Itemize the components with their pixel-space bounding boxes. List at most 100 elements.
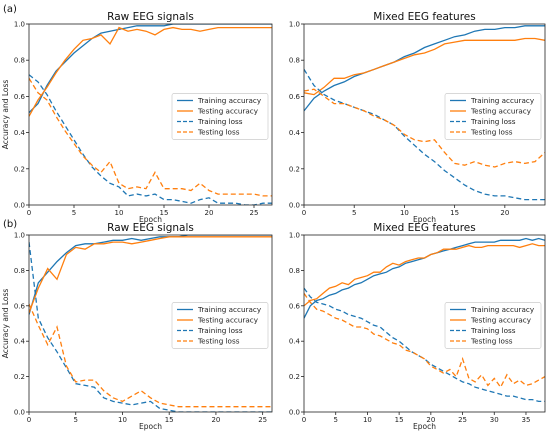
chart-4-ytick-label-1: 0.2 [289, 373, 300, 381]
chart-4-xtick-label-3: 15 [395, 416, 404, 424]
chart-1-xtick-label-0: 0 [27, 209, 31, 217]
chart-3-ytick-label-0: 0.0 [14, 409, 25, 417]
chart-2-xtick-label-1: 5 [352, 209, 356, 217]
chart-3-xtick-label-5: 25 [258, 416, 267, 424]
chart-3-legend-label-3: Training loss [197, 326, 243, 335]
chart-4-frame [303, 234, 546, 413]
chart-1-series-3-line [29, 74, 272, 205]
chart-4-legend-label-1: Training accuracy [470, 305, 535, 314]
chart-4-legend: Training accuracy Testing accuracyTrainin… [444, 302, 542, 349]
chart-2: Mixed EEG features 0 5 10 15 20 0.0 0.2 0.4 0.6 0.… [289, 11, 546, 224]
chart-3-title: Raw EEG signals [107, 222, 194, 234]
chart-1-ytick-label-4: 0.8 [14, 57, 25, 65]
chart-3: Raw EEG signals 0 5 10 15 20 25 0.0 0.2 0.4 0.6 0.8… [1, 222, 273, 431]
chart-1-ytick-label-0: 0.0 [14, 202, 25, 210]
chart-4-ytick-label-3: 0.6 [289, 302, 301, 310]
chart-3-xtick-label-1: 5 [73, 416, 77, 424]
chart-4-xtick-label-7: 35 [522, 416, 531, 424]
chart-2-legend-label-2: Testing accuracy [470, 107, 532, 116]
chart-3-series-1-line [29, 235, 272, 315]
chart-3-xlabel: Epoch [139, 422, 162, 431]
chart-2-series-1-line [304, 25, 545, 112]
row-label-b: (b) [3, 219, 17, 230]
chart-2-ytick-label-1: 0.2 [289, 165, 300, 173]
chart-3-ytick-label-1: 0.2 [14, 373, 25, 381]
chart-2-legend: Training accuracy Testing accuracyTrainin… [444, 93, 542, 140]
chart-3-xtick-label-2: 10 [118, 416, 127, 424]
chart-1-series-2-line [29, 26, 272, 117]
chart-4-ytick-label-4: 0.8 [289, 267, 300, 275]
chart-1-xtick-label-4: 20 [205, 209, 214, 217]
chart-4-series-4-line [304, 293, 545, 389]
chart-4-legend-label-4: Testing loss [470, 337, 513, 346]
chart-3-ytick-label-4: 0.8 [14, 267, 25, 275]
chart-3-series-3-line [29, 242, 272, 412]
chart-2-xtick-label-2: 10 [400, 209, 409, 217]
chart-4-xtick-label-0: 0 [302, 416, 306, 424]
chart-2-ytick-label-5: 1.0 [289, 21, 300, 29]
chart-4-xtick-label-1: 5 [333, 416, 337, 424]
chart-4-xtick-label-4: 20 [426, 416, 435, 424]
chart-2-frame [303, 23, 546, 206]
chart-4-series [304, 237, 545, 403]
chart-1-frame [28, 23, 273, 206]
chart-3-xtick-label-4: 20 [211, 416, 220, 424]
chart-1: Raw EEG signals 0 5 10 15 20 25 0.0 0.2 0.4 0.6 0.8… [1, 11, 273, 224]
chart-2-ytick-label-2: 0.4 [289, 129, 301, 137]
chart-2-series-4-line [304, 88, 545, 168]
chart-2-xtick-label-3: 15 [450, 209, 459, 217]
chart-1-legend: Training accuracy Testing accuracyTrainin… [171, 93, 269, 140]
chart-4-legend-label-2: Testing accuracy [470, 316, 532, 325]
chart-3-ylabel: Accuracy and Loss [1, 289, 10, 359]
chart-2-legend-box [444, 93, 542, 140]
chart-4-legend-label-3: Training loss [470, 326, 516, 335]
chart-1-ytick-label-3: 0.6 [14, 93, 26, 101]
chart-3-xtick-label-0: 0 [27, 416, 31, 424]
chart-3-ytick-label-2: 0.4 [14, 338, 26, 346]
chart-1-legend-label-3: Training loss [197, 117, 243, 126]
chart-3-ytick-label-3: 0.6 [14, 302, 26, 310]
chart-2-ytick-label-0: 0.0 [289, 202, 300, 210]
chart-4-xtick-label-2: 10 [363, 416, 372, 424]
chart-2-ytick-label-3: 0.6 [289, 93, 301, 101]
chart-2-xtick-label-4: 20 [500, 209, 509, 217]
chart-1-ytick-label-2: 0.4 [14, 129, 26, 137]
chart-1-legend-label-4: Testing loss [197, 128, 240, 137]
chart-1-series-1-line [29, 24, 272, 114]
chart-4-series-3-line [304, 287, 545, 403]
chart-1-legend-label-1: Training accuracy [197, 96, 262, 105]
chart-4-xtick-label-5: 25 [458, 416, 467, 424]
chart-4-title: Mixed EEG features [373, 222, 475, 234]
chart-1-ytick-label-5: 1.0 [14, 21, 25, 29]
chart-3-legend-box [171, 302, 269, 349]
chart-4: Mixed EEG features 0 5 10 15 20 25 30 35 0.0 0.2 0.… [289, 222, 546, 431]
chart-4-ytick-label-5: 1.0 [289, 232, 300, 240]
chart-1-ytick-label-1: 0.2 [14, 165, 25, 173]
chart-2-legend-label-4: Testing loss [470, 128, 513, 137]
chart-1-title: Raw EEG signals [107, 11, 194, 23]
chart-2-legend-label-3: Training loss [470, 117, 516, 126]
chart-3-legend-label-4: Testing loss [197, 337, 240, 346]
chart-3-legend-label-1: Training accuracy [197, 305, 262, 314]
chart-1-xtick-label-1: 5 [72, 209, 76, 217]
chart-1-xtick-label-2: 10 [115, 209, 124, 217]
chart-1-xtick-label-5: 25 [250, 209, 259, 217]
chart-4-legend-box [444, 302, 542, 349]
chart-3-series-4-line [29, 303, 272, 408]
chart-3-frame [28, 234, 273, 413]
chart-1-xtick-label-3: 15 [160, 209, 169, 217]
chart-3-legend-label-2: Testing accuracy [197, 316, 259, 325]
chart-2-legend-label-1: Training accuracy [470, 96, 535, 105]
chart-2-series-3-line [304, 68, 545, 201]
chart-4-xtick-label-6: 30 [490, 416, 499, 424]
chart-1-series-4-line [29, 77, 272, 197]
chart-4-xlabel: Epoch [413, 422, 436, 431]
row-label-a: (a) [3, 4, 17, 15]
chart-2-xlabel: Epoch [413, 215, 436, 224]
chart-1-ylabel: Accuracy and Loss [1, 80, 10, 150]
chart-2-title: Mixed EEG features [373, 11, 475, 23]
chart-3-ytick-label-5: 1.0 [14, 232, 25, 240]
chart-1-legend-box [171, 93, 269, 140]
